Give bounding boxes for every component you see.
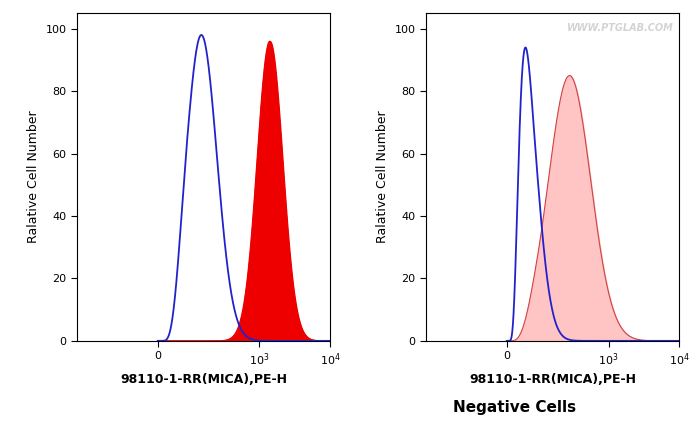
X-axis label: 98110-1-RR(MICA),PE-H: 98110-1-RR(MICA),PE-H — [469, 374, 636, 386]
Text: WWW.PTGLAB.COM: WWW.PTGLAB.COM — [567, 23, 674, 33]
Y-axis label: Ralative Cell Number: Ralative Cell Number — [376, 111, 389, 243]
Y-axis label: Ralative Cell Number: Ralative Cell Number — [27, 111, 40, 243]
X-axis label: 98110-1-RR(MICA),PE-H: 98110-1-RR(MICA),PE-H — [120, 374, 287, 386]
Text: Negative Cells: Negative Cells — [453, 400, 576, 415]
